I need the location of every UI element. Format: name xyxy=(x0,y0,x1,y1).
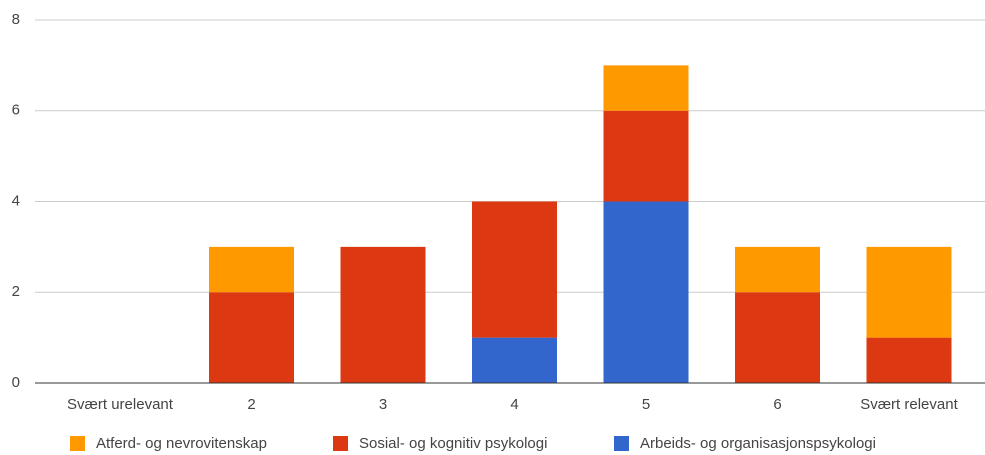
x-tick-label: Svært relevant xyxy=(860,396,958,413)
bar-segment xyxy=(735,292,820,383)
bar-segment xyxy=(340,246,426,383)
bar-segment xyxy=(603,65,689,111)
bar-segment xyxy=(603,201,689,383)
y-tick-label: 4 xyxy=(12,192,20,209)
bar-segment xyxy=(866,246,952,338)
x-tick-label: 6 xyxy=(773,396,781,413)
x-tick-label: 2 xyxy=(247,396,255,413)
legend-label: Arbeids- og organisasjonspsykologi xyxy=(640,435,876,452)
bar-segment xyxy=(735,246,820,293)
legend-swatch xyxy=(70,436,85,451)
legend-swatch xyxy=(614,436,629,451)
bar-segment xyxy=(472,201,557,338)
y-tick-label: 2 xyxy=(12,283,20,300)
x-tick-label: 5 xyxy=(642,396,650,413)
bar-segment xyxy=(472,337,557,383)
y-tick-label: 8 xyxy=(12,11,20,28)
y-tick-label: 6 xyxy=(12,102,20,119)
x-tick-label: Svært urelevant xyxy=(67,396,174,413)
bar-segment xyxy=(603,110,689,202)
legend-label: Sosial- og kognitiv psykologi xyxy=(359,435,547,452)
x-tick-label: 4 xyxy=(510,396,518,413)
bar-segment xyxy=(209,246,294,293)
legend-swatch xyxy=(333,436,348,451)
x-tick-label: 3 xyxy=(379,396,387,413)
bar-segment xyxy=(209,292,294,383)
y-tick-label: 0 xyxy=(12,374,20,391)
bar-segment xyxy=(866,337,952,383)
legend-label: Atferd- og nevrovitenskap xyxy=(96,435,267,452)
